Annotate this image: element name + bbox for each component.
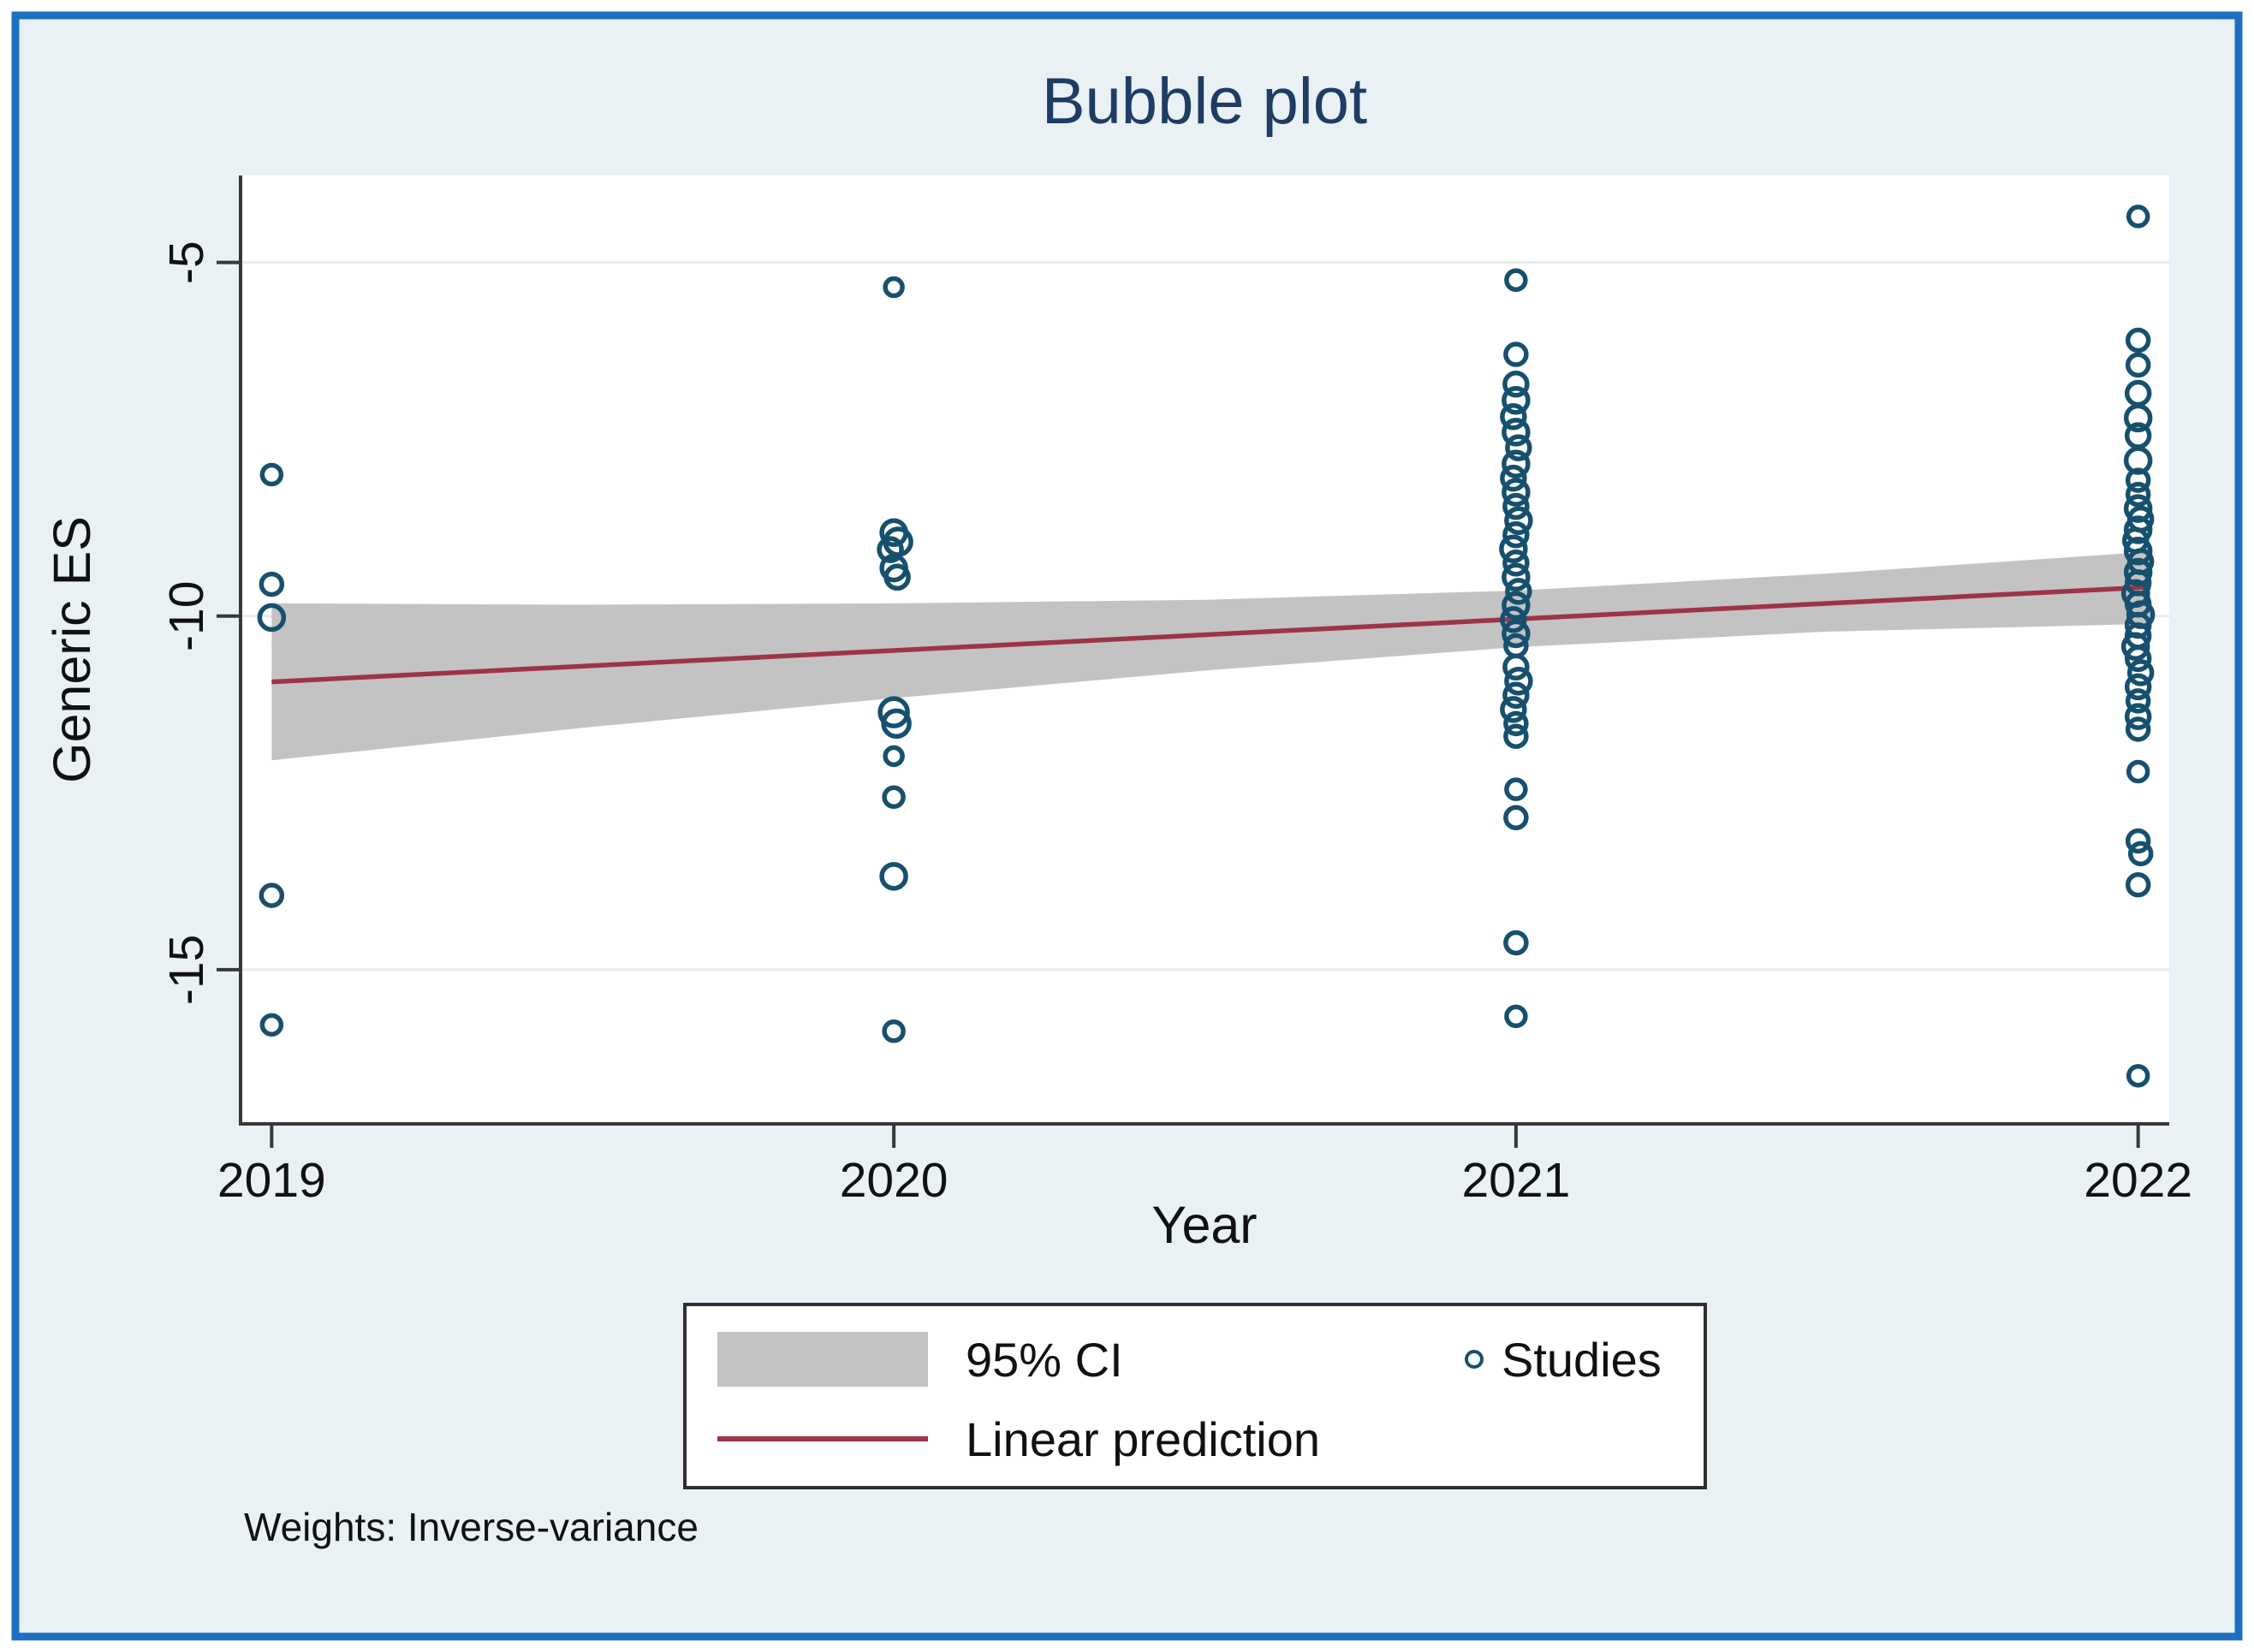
study-marker <box>2126 659 2155 686</box>
x-axis-label: Year <box>1151 1196 1257 1254</box>
study-marker <box>2124 645 2152 673</box>
study-marker <box>877 536 904 563</box>
study-marker <box>883 745 905 768</box>
study-marker <box>2126 759 2150 784</box>
study-marker <box>2125 716 2151 742</box>
study-markers <box>257 205 2156 1088</box>
axes <box>217 175 2169 1148</box>
study-marker <box>877 696 910 728</box>
study-marker <box>1500 696 1527 723</box>
study-marker <box>1504 667 1533 696</box>
study-marker <box>883 276 905 299</box>
study-marker <box>2125 688 2151 714</box>
study-marker <box>1503 723 1529 749</box>
ci-band-area <box>271 551 2151 761</box>
study-marker <box>259 882 285 908</box>
study-marker <box>259 462 284 487</box>
study-marker <box>2124 703 2152 730</box>
study-marker <box>1504 506 1533 535</box>
study-marker <box>2126 1064 2150 1088</box>
legend: 95% CI Studies Linear prediction <box>683 1303 1707 1489</box>
study-marker <box>1502 492 1530 520</box>
ci-band-swatch <box>717 1332 928 1387</box>
study-marker <box>2126 205 2150 229</box>
study-marker <box>2123 536 2153 566</box>
study-marker <box>1504 268 1528 293</box>
study-marker <box>2125 481 2151 508</box>
study-marker <box>1502 619 1531 649</box>
y-tick-label: -5 <box>159 241 214 284</box>
study-marker <box>882 785 906 810</box>
study-marker <box>2123 557 2153 587</box>
study-marker <box>2123 494 2153 523</box>
x-tick-label: 2021 <box>1461 1153 1570 1208</box>
study-marker <box>1502 449 1531 478</box>
study-marker <box>1502 418 1531 447</box>
study-marker <box>1503 930 1529 956</box>
study-marker <box>1500 606 1527 633</box>
study-marker <box>881 708 912 740</box>
study-marker <box>1503 710 1529 737</box>
study-marker <box>1502 591 1531 621</box>
study-marker <box>1503 342 1529 367</box>
legend-linear-label: Linear prediction <box>966 1412 1320 1466</box>
study-marker <box>2125 352 2151 378</box>
study-marker <box>1504 1004 1528 1029</box>
studies-marker-swatch <box>1465 1350 1484 1369</box>
y-axis-label: Generic ES <box>43 516 101 783</box>
legend-ci-label: 95% CI <box>966 1333 1123 1387</box>
study-marker <box>2120 632 2150 662</box>
study-marker <box>1502 520 1530 549</box>
study-marker <box>2125 828 2151 854</box>
study-marker <box>259 1013 284 1037</box>
legend-studies-label: Studies <box>1502 1333 1662 1387</box>
study-marker <box>1505 434 1532 461</box>
study-marker <box>1502 681 1530 710</box>
chart-title: Bubble plot <box>1042 65 1367 138</box>
study-marker <box>2125 327 2151 354</box>
study-marker <box>1502 478 1531 507</box>
study-marker <box>1502 562 1531 592</box>
y-tick-label: -10 <box>159 581 214 651</box>
study-marker <box>2123 403 2153 433</box>
study-marker <box>1503 805 1529 830</box>
study-marker <box>1500 464 1527 492</box>
prediction-line <box>271 585 2151 685</box>
study-marker <box>257 603 287 633</box>
weights-note: Weights: Inverse-variance <box>244 1505 699 1549</box>
x-tick-label: 2019 <box>217 1153 326 1208</box>
ci-band <box>271 551 2151 761</box>
study-marker <box>2124 673 2152 701</box>
study-marker <box>1505 578 1532 605</box>
x-tick-label: 2020 <box>840 1153 949 1208</box>
study-marker <box>1502 385 1531 415</box>
study-marker <box>879 862 908 891</box>
study-marker <box>1500 403 1527 431</box>
study-marker <box>259 571 285 597</box>
y-tick-label: -15 <box>159 935 214 1005</box>
study-marker <box>1499 534 1528 564</box>
study-marker <box>2123 446 2153 475</box>
study-marker <box>1502 653 1530 680</box>
study-marker <box>1504 777 1528 801</box>
tick-labels: -5 -10 -15 2019 2020 2021 2022 <box>159 241 2192 1208</box>
study-marker <box>2127 841 2154 867</box>
study-marker <box>2123 515 2153 544</box>
x-tick-label: 2022 <box>2084 1153 2192 1208</box>
linear-prediction-line <box>271 585 2151 685</box>
study-marker <box>2125 871 2151 898</box>
study-marker <box>1502 370 1530 398</box>
study-marker <box>882 1019 906 1043</box>
study-marker <box>883 563 911 591</box>
study-marker <box>2125 467 2151 493</box>
study-marker <box>1502 550 1530 577</box>
